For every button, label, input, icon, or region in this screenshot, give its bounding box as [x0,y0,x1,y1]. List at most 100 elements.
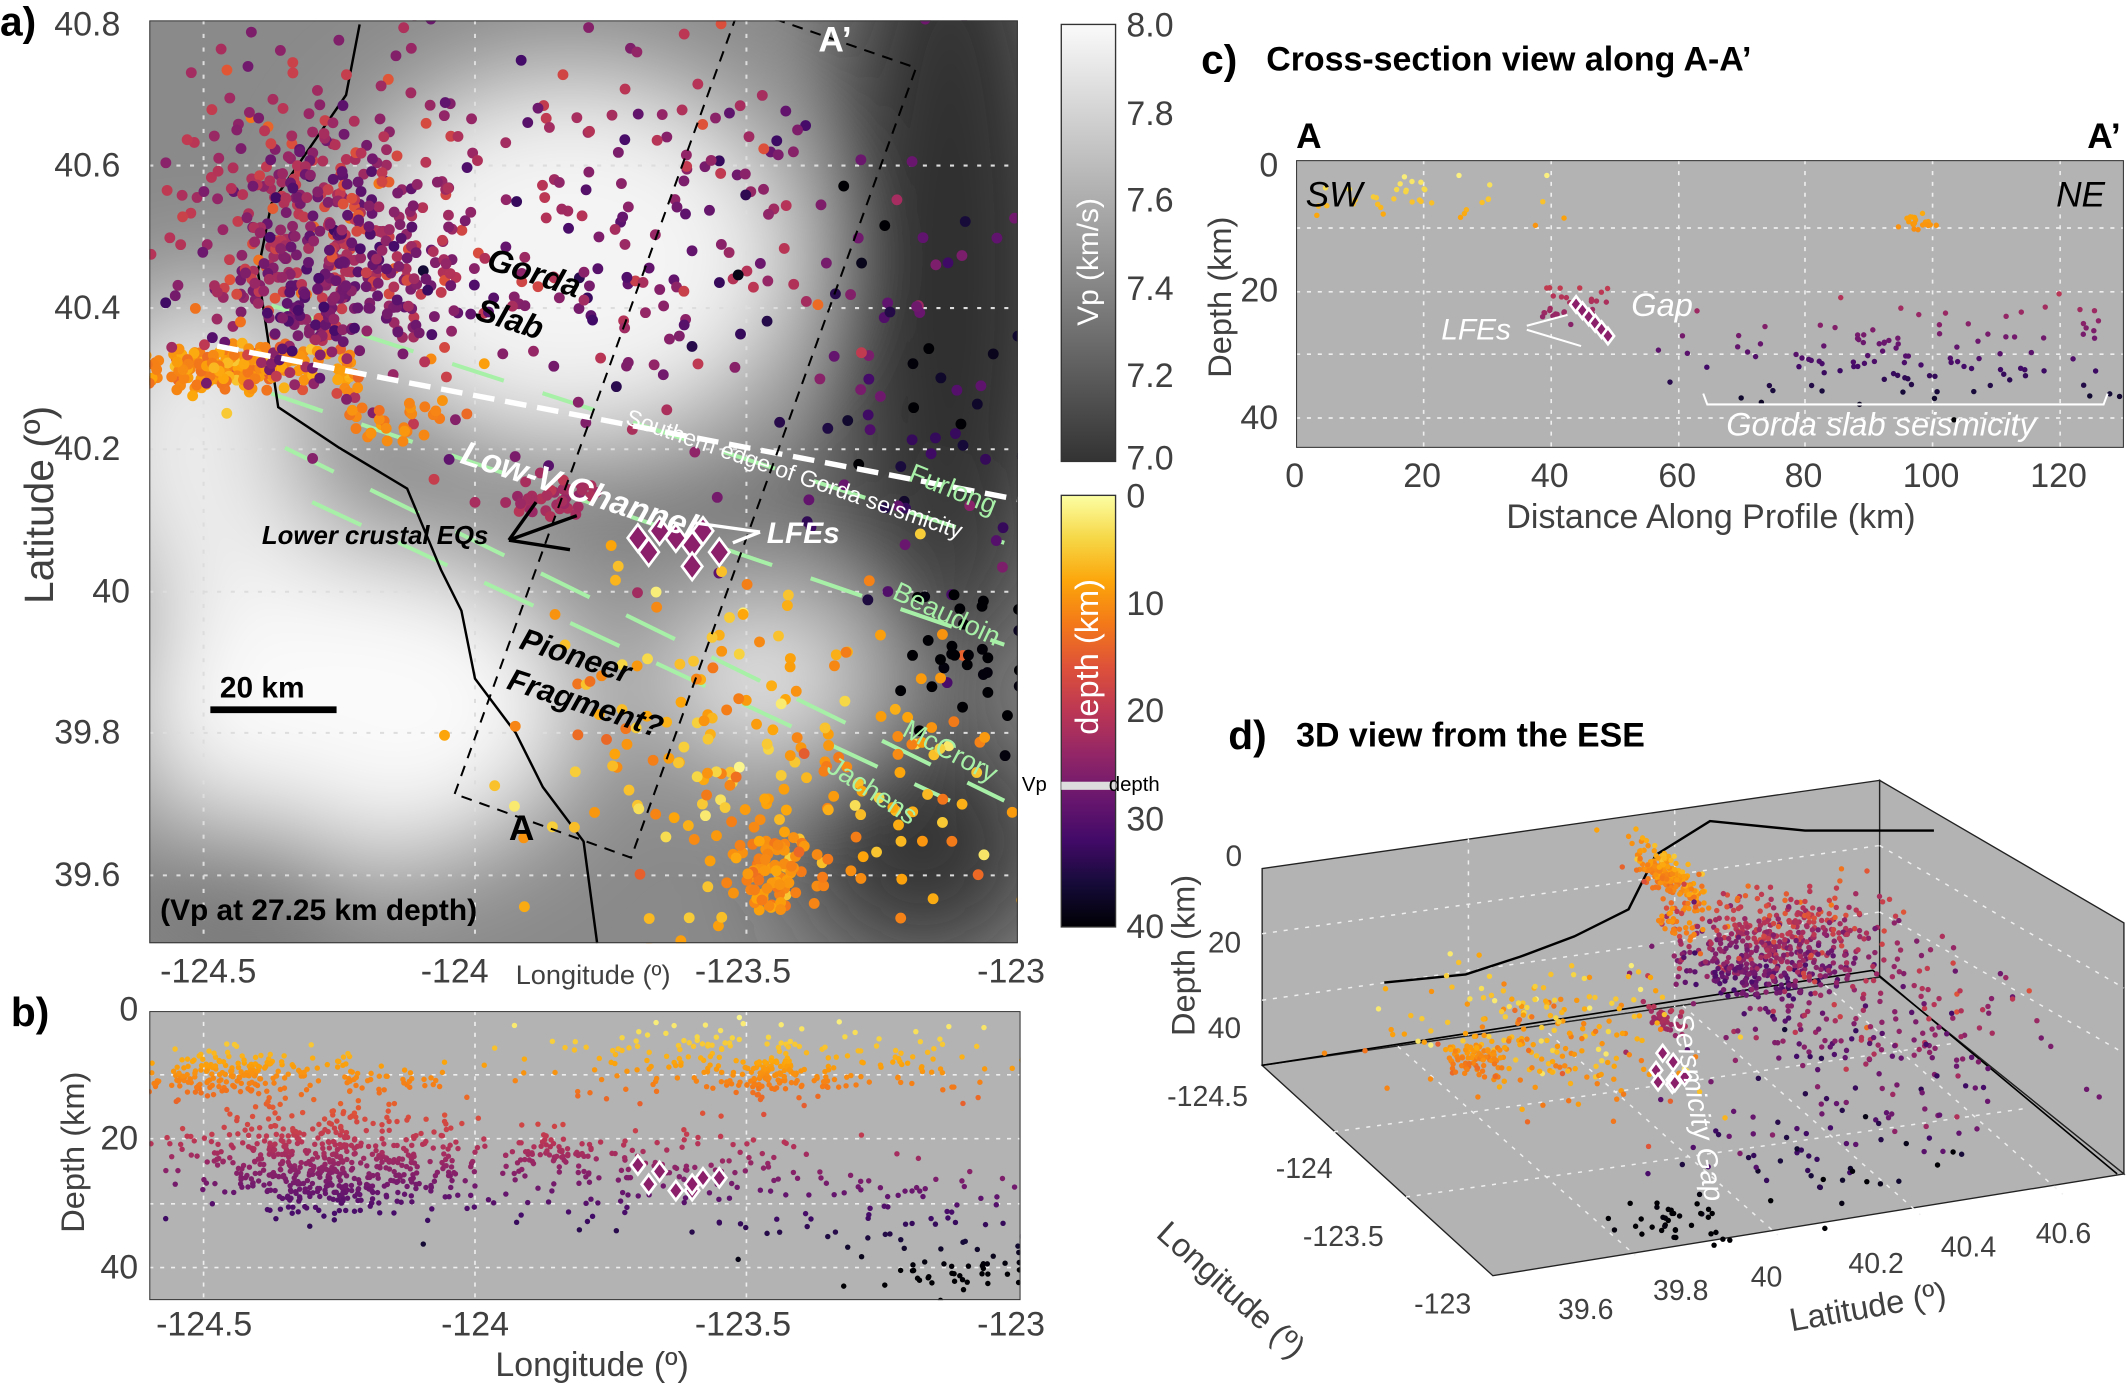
event-point [407,200,419,212]
event-point [297,1164,303,1171]
event-point [726,5,737,16]
event-point [1705,1164,1711,1170]
event-point [726,1158,732,1164]
event-point [349,392,361,404]
event-point [272,1110,278,1116]
event-point [845,1244,851,1250]
event-point [1954,1114,1960,1120]
event-point [729,361,741,373]
event-point [1536,1068,1543,1074]
event-point [702,733,714,745]
event-point [1654,1020,1660,1026]
event-point [678,1062,684,1068]
event-point [1682,1023,1688,1029]
event-point [1757,908,1763,914]
event-point [287,220,298,232]
event-point [800,120,812,131]
event-point [168,1082,175,1089]
event-point [588,1145,594,1151]
event-point [1725,993,1731,999]
event-point [678,285,690,297]
event-point [916,736,928,748]
event-point [1694,308,1700,314]
event-point [472,155,483,167]
event-point [286,130,298,142]
event-point [1853,1015,1859,1022]
event-point [340,280,352,292]
event-point [1768,896,1774,903]
event-point [1931,1001,1937,1008]
event-point [544,1148,550,1154]
event-point [255,1178,262,1184]
event-point [1530,1041,1536,1048]
event-point [373,201,385,213]
event-point [1786,917,1792,924]
event-point [1942,310,1949,316]
event-point [1525,1047,1532,1054]
event-point [314,372,326,384]
lfe-marker [710,1166,729,1190]
event-point [1016,1249,1021,1256]
event-point [468,1163,474,1170]
event-point [1833,885,1840,891]
event-point [914,725,925,737]
event-point [1491,1061,1498,1067]
event-point [1733,938,1739,945]
event-point [1761,920,1767,926]
event-point [668,812,680,824]
event-point [503,1191,509,1197]
event-point [535,1185,541,1191]
event-point [388,1177,394,1184]
event-point [1781,952,1787,958]
event-point [751,1075,757,1082]
event-point [1669,905,1676,912]
event-point [1830,953,1836,959]
event-point [1048,279,1059,290]
event-point [585,490,597,502]
event-point [575,1169,581,1176]
event-point [1649,1224,1655,1230]
event-point [275,1151,281,1157]
event-point [390,50,402,62]
event-point [1698,1210,1704,1217]
event-point [913,1184,920,1191]
event-point [1016,452,1018,460]
event-point [730,771,742,783]
event-point [959,1178,965,1184]
event-point [948,589,960,601]
event-point [1711,1242,1717,1248]
event-point [296,1136,302,1142]
event-point [43,252,54,263]
event-point [2096,1094,2102,1100]
event-point [678,28,690,40]
event-point [308,1042,314,1048]
event-point [312,85,323,96]
event-point [431,1178,438,1184]
event-point [1547,1012,1554,1019]
event-point [1702,959,1709,965]
event-point [245,1143,252,1150]
event-point [2003,974,2009,981]
event-point [270,192,282,204]
event-point [471,1204,478,1210]
event-point [963,649,974,661]
event-point [1549,1058,1556,1065]
event-point [272,1123,279,1129]
event-point [203,1063,210,1069]
event-point [336,303,348,315]
event-point [735,328,746,340]
event-point [856,1310,861,1315]
event-point [292,160,303,172]
event-point [700,810,711,822]
event-point [1026,298,1037,309]
event-point [265,138,277,150]
event-point [381,263,392,275]
event-point [468,279,480,291]
event-point [1794,969,1801,975]
event-point [1732,1057,1739,1064]
event-point [907,358,919,370]
event-point [664,1147,670,1153]
event-point [786,860,797,872]
event-point [353,214,365,226]
event-point [1631,997,1637,1003]
